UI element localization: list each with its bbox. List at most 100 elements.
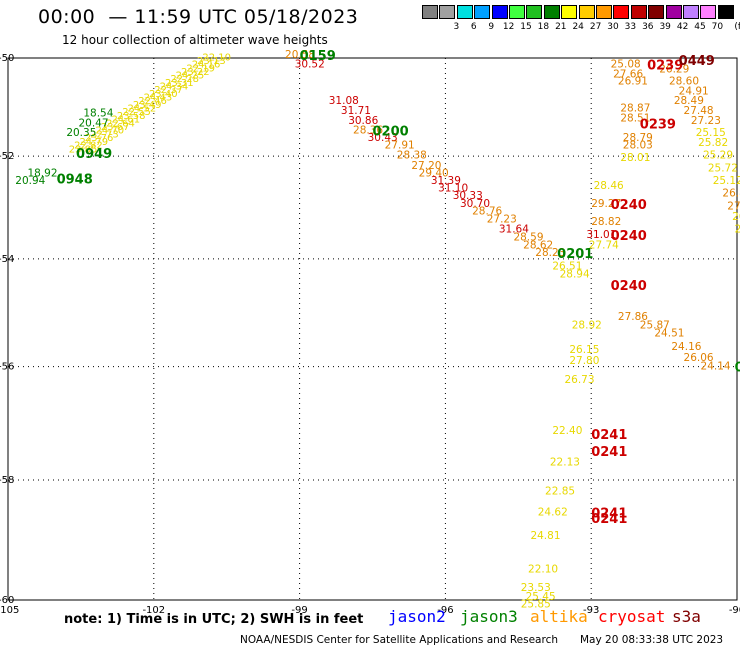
lon-tick-label: -99 bbox=[291, 605, 307, 616]
generated-timestamp: May 20 08:33:38 UTC 2023 bbox=[580, 634, 724, 646]
colorbar-unit: (ft) bbox=[734, 22, 740, 32]
swh-value-label: 26.73 bbox=[564, 374, 594, 386]
swh-value-label: 23.1 bbox=[735, 224, 740, 236]
colorbar-swatch bbox=[543, 5, 560, 19]
swh-track-mark: 24.16 bbox=[192, 60, 221, 71]
lon-tick-label: -90 bbox=[729, 605, 740, 616]
swh-value-label: 27.91 bbox=[385, 140, 415, 152]
swh-track-mark: 23.22 bbox=[181, 67, 210, 78]
swh-value-label: 28.01 bbox=[620, 152, 650, 164]
swh-track-mark: 23.31 bbox=[165, 78, 194, 89]
swh-value-label: 24.91 bbox=[679, 85, 709, 97]
swh-track-mark: 24.70 bbox=[95, 126, 124, 137]
colorbar-swatch bbox=[439, 5, 456, 19]
swh-track-mark: 24.52 bbox=[128, 103, 157, 114]
swh-value-label: 29.27 bbox=[591, 198, 621, 210]
swh-value-label: 27.48 bbox=[684, 105, 714, 117]
swh-value-label: 25.82 bbox=[698, 137, 728, 149]
lat-tick-label: -54 bbox=[0, 254, 14, 265]
colorbar-swatch bbox=[717, 5, 734, 19]
swh-value-label: 28.46 bbox=[594, 180, 624, 192]
swh-value-label: 26.91 bbox=[618, 76, 648, 88]
swh-value-label: 28.03 bbox=[623, 140, 653, 152]
colorbar-swatch bbox=[422, 5, 438, 19]
swh-track-mark: 23.40 bbox=[149, 89, 178, 100]
swh-value-label: 25.29 bbox=[703, 150, 733, 162]
swh-track-mark: 24.61 bbox=[112, 115, 141, 126]
colorbar-label: 21 bbox=[555, 22, 567, 32]
swh-track-mark: 22.73 bbox=[90, 129, 119, 140]
swh-value-label: 31.01 bbox=[586, 229, 616, 241]
swh-value-label: 30.86 bbox=[348, 115, 378, 127]
swh-value-label: 27.66 bbox=[613, 68, 643, 80]
colorbar-swatch bbox=[613, 5, 630, 19]
swh-value-label: 22.85 bbox=[545, 486, 575, 498]
swh-value-label: 24.81 bbox=[530, 530, 560, 542]
credit-text: NOAA/NESDIS Center for Satellite Applica… bbox=[240, 634, 558, 646]
colorbar-swatch bbox=[578, 5, 595, 19]
swh-value-label: 26.51 bbox=[552, 260, 582, 272]
lon-tick-label: -102 bbox=[142, 605, 165, 616]
swh-value-label: 28.23 bbox=[535, 247, 565, 259]
swh-track-mark: 22.28 bbox=[170, 74, 199, 85]
swh-value-label: 18.92 bbox=[27, 167, 57, 179]
colorbar-label: 15 bbox=[520, 22, 532, 32]
colorbar-label: 9 bbox=[488, 22, 495, 32]
swh-value-label: 25.15 bbox=[696, 127, 726, 139]
swh-value-label: 31.39 bbox=[431, 175, 461, 187]
swh-value-label: 30.70 bbox=[460, 198, 490, 210]
swh-value-label: 28.94 bbox=[560, 268, 590, 280]
colorbar-swatch bbox=[509, 5, 525, 19]
colorbar-swatch bbox=[665, 5, 682, 19]
swh-value-label: 28.76 bbox=[472, 206, 502, 218]
swh-track-mark: 23.58 bbox=[117, 111, 146, 122]
colorbar-swatch bbox=[456, 5, 473, 19]
lon-tick-label: -96 bbox=[437, 605, 453, 616]
colorbar-label: 39 bbox=[659, 22, 671, 32]
swh-value-label: 20.35 bbox=[66, 127, 96, 139]
swh-track-mark: 24.43 bbox=[144, 92, 173, 103]
swh-track-mark: 23.49 bbox=[133, 100, 162, 111]
lon-tick-label: -105 bbox=[0, 605, 19, 616]
swh-value-label: 28.51 bbox=[620, 112, 650, 124]
pass-time-label: 0449 bbox=[679, 54, 715, 69]
swh-value-label: 28.62 bbox=[523, 239, 553, 251]
lat-tick-label: -58 bbox=[0, 475, 14, 486]
colorbar-label: 45 bbox=[694, 22, 706, 32]
colorbar-label: 36 bbox=[642, 22, 654, 32]
swh-value-label: 27.57 bbox=[727, 200, 740, 212]
swh-value-label: 30.43 bbox=[368, 132, 398, 144]
colorbar-swatch bbox=[526, 5, 543, 19]
pass-time-label: 0239 bbox=[640, 117, 676, 132]
swh-value-label: 27.80 bbox=[569, 355, 599, 367]
pass-time-label: 0948 bbox=[57, 172, 93, 187]
swh-value-label: 23.53 bbox=[521, 582, 551, 594]
swh-value-label: 25.72 bbox=[708, 162, 738, 174]
colorbar-label: 24 bbox=[572, 22, 584, 32]
swh-value-label: 31.08 bbox=[329, 95, 359, 107]
colorbar-label: 30 bbox=[607, 22, 619, 32]
colorbar-swatch bbox=[474, 5, 491, 19]
lon-tick-label: -93 bbox=[583, 605, 599, 616]
colorbar-label: 27 bbox=[589, 22, 602, 32]
swh-track-mark: 22.55 bbox=[122, 107, 151, 118]
swh-value-label: 18.54 bbox=[83, 107, 113, 119]
swh-value-label: 28.36 bbox=[353, 125, 383, 137]
pass-time-label: 0240 bbox=[611, 279, 647, 294]
swh-track-mark: 24.25 bbox=[176, 71, 205, 82]
swh-track-mark: 23.13 bbox=[197, 56, 226, 67]
swh-value-label: 25.45 bbox=[526, 591, 556, 603]
pass-time-label: 0240 bbox=[611, 198, 647, 213]
swh-value-label: 27.23 bbox=[691, 115, 721, 127]
pass-time-label: 0239 bbox=[647, 59, 683, 74]
pass-time-label: 0949 bbox=[76, 147, 112, 162]
swh-track-mark: 22.46 bbox=[138, 96, 167, 107]
swh-track-mark: 22.37 bbox=[154, 85, 183, 96]
swh-value-label: 31.10 bbox=[438, 183, 468, 195]
swh-track-mark: 22.82 bbox=[74, 141, 103, 152]
swh-value-label: 28.49 bbox=[674, 95, 704, 107]
swh-value-label: 28.38 bbox=[397, 150, 427, 162]
swh-value-label: 22.13 bbox=[550, 457, 580, 469]
colorbar-swatch bbox=[561, 5, 578, 19]
